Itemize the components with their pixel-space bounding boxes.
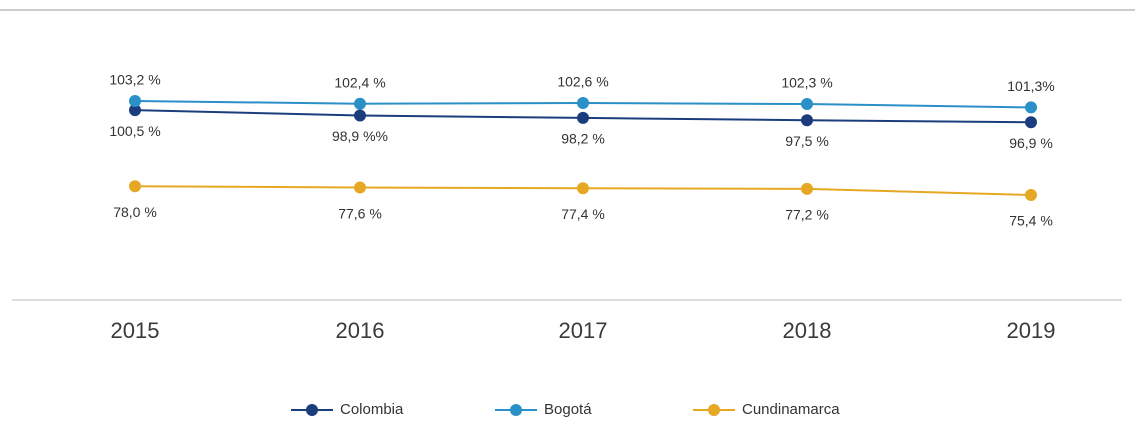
point	[577, 182, 589, 195]
value-label: 102,3 %	[781, 75, 832, 91]
point	[354, 97, 366, 110]
x-tick-label: 2019	[1007, 318, 1056, 343]
value-label: 96,9 %	[1009, 135, 1053, 151]
value-label: 103,2 %	[109, 72, 160, 88]
value-label: 77,2 %	[785, 207, 829, 223]
legend-marker	[510, 404, 522, 416]
point	[577, 97, 589, 110]
point	[129, 104, 141, 117]
point	[354, 181, 366, 194]
value-label: 100,5 %	[109, 123, 160, 139]
value-label: 77,6 %	[338, 205, 382, 221]
value-label: 75,4 %	[1009, 213, 1053, 229]
legend-marker	[708, 404, 720, 416]
value-label: 98,9 %%	[332, 128, 388, 144]
point	[1025, 189, 1037, 201]
value-label: 102,6 %	[557, 74, 608, 90]
x-tick-label: 2015	[111, 318, 160, 343]
point	[1025, 101, 1037, 114]
legend-label: Colombia	[340, 401, 404, 418]
x-tick-label: 2017	[559, 318, 608, 343]
point	[129, 180, 141, 193]
legend-label: Bogotá	[544, 401, 592, 418]
point	[1025, 116, 1037, 129]
point	[801, 114, 813, 127]
value-label: 97,5 %	[785, 133, 829, 149]
value-label: 98,2 %	[561, 131, 605, 147]
legend-marker	[306, 404, 318, 416]
point	[129, 95, 141, 107]
point	[801, 182, 813, 195]
value-label: 101,3%	[1007, 78, 1054, 94]
point	[801, 98, 813, 111]
value-label: 102,4 %	[334, 74, 385, 90]
value-label: 78,0 %	[113, 204, 157, 220]
x-tick-label: 2018	[783, 318, 832, 343]
point	[354, 109, 366, 122]
x-tick-label: 2016	[336, 318, 385, 343]
value-label: 77,4 %	[561, 206, 605, 222]
point	[577, 111, 589, 124]
legend-label: Cundinamarca	[742, 401, 840, 418]
